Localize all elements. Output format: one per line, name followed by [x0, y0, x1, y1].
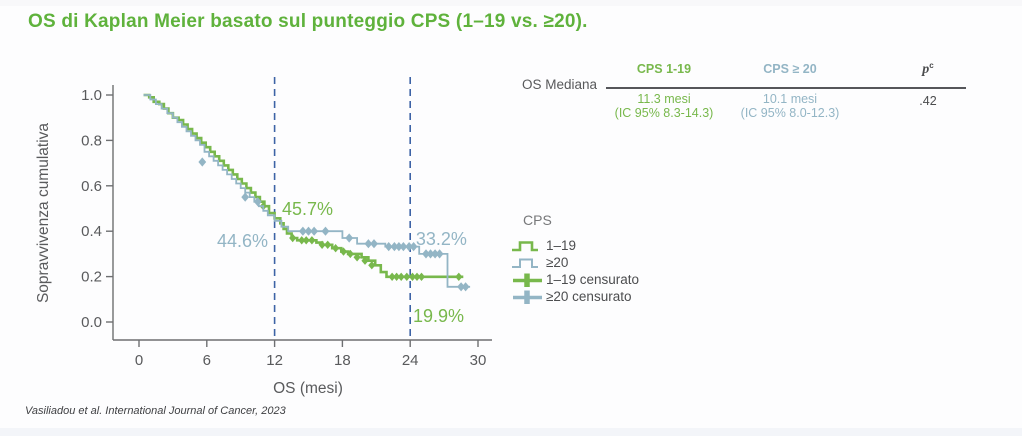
legend-item-label: ≥20 — [546, 255, 569, 270]
censor-mark — [431, 249, 439, 259]
ci-cps-ge-20: (IC 95% 8.0-12.3) — [740, 105, 840, 120]
legend-item-ge-20: ≥20 — [511, 254, 639, 271]
censor-mark — [346, 249, 354, 259]
censor-mark — [413, 272, 421, 281]
censor-mark — [340, 247, 348, 256]
censor-mark — [353, 253, 361, 262]
legend-item-label: 1–19 censurato — [546, 272, 640, 287]
censor-plus-icon — [513, 290, 542, 304]
table-row-label: OS Mediana — [522, 77, 598, 92]
page-title: OS di Kaplan Meier basato sul punteggio … — [28, 11, 588, 32]
x-axis-title: OS (mesi) — [273, 380, 343, 397]
ci-cps-1-19: (IC 95% 8.3-14.3) — [614, 105, 714, 120]
censor-mark — [455, 272, 463, 281]
legend-item-1-19: 1–19 — [511, 237, 639, 254]
x-tick-label: 6 — [203, 352, 211, 369]
y-tick-label: 0.4 — [81, 223, 102, 240]
table-cell-cps-1-19: 11.3 mesi (IC 95% 8.3-14.3) — [589, 92, 739, 120]
legend-title: CPS — [523, 212, 552, 228]
censor-mark — [393, 272, 401, 281]
legend-item-ge-20-censored: ≥20 censurato — [511, 288, 639, 305]
p-superscript: c — [929, 61, 934, 70]
censor-mark — [321, 226, 330, 236]
censor-marks-cps-1-19 — [259, 202, 463, 281]
annotation-33-2: 33.2% — [416, 229, 467, 249]
median-value-cps-1-19: 11.3 mesi — [637, 92, 691, 106]
censor-mark — [304, 226, 313, 236]
censor-mark — [384, 242, 393, 252]
x-tick-label: 18 — [334, 352, 351, 369]
x-tick-label: 12 — [266, 352, 283, 369]
censor-mark — [435, 249, 444, 259]
censor-mark — [461, 282, 470, 292]
censor-mark — [345, 233, 354, 243]
table-header-cps-1-19: CPS 1-19 — [636, 62, 692, 76]
censor-mark — [408, 272, 416, 281]
median-value-cps-ge-20: 10.1 mesi — [762, 92, 818, 106]
censor-mark — [364, 239, 373, 249]
km-curve-cps-20 — [143, 94, 471, 288]
censor-plus-icon — [513, 273, 542, 287]
censor-mark — [388, 272, 396, 281]
censor-mark — [318, 240, 326, 249]
censor-mark — [289, 233, 297, 243]
censor-mark — [298, 226, 307, 236]
legend-item-label: 1–19 — [546, 238, 577, 253]
legend: 1–19 ≥20 1–19 censurato ≥20 censurato — [511, 237, 639, 305]
legend-item-label: ≥20 censurato — [546, 289, 632, 304]
censor-mark — [390, 242, 399, 252]
x-tick-label: 30 — [470, 352, 487, 369]
annotation-19-9: 19.9% — [413, 306, 464, 326]
y-tick-label: 1.0 — [81, 87, 102, 104]
censor-mark — [368, 261, 376, 270]
censor-mark — [409, 242, 418, 252]
censor-mark — [426, 249, 435, 259]
table-rule — [606, 87, 966, 89]
censor-mark — [417, 272, 426, 281]
p-symbol: p — [922, 62, 930, 78]
censor-mark — [370, 239, 378, 249]
annotation-45-7: 45.7% — [282, 199, 333, 219]
line-step-icon — [512, 240, 538, 251]
censor-mark — [403, 272, 411, 281]
censor-mark — [241, 192, 250, 202]
censor-mark — [405, 242, 413, 252]
censor-mark — [198, 157, 207, 167]
x-tick-label: 24 — [402, 352, 419, 369]
censor-mark — [253, 197, 262, 207]
censor-mark — [310, 226, 319, 236]
y-axis-title: Sopravvivenza cumulativa — [35, 123, 52, 303]
table-cell-p-value: .42 — [919, 94, 937, 108]
censor-mark — [457, 282, 465, 292]
censor-marks-cps-20 — [198, 157, 470, 292]
censor-mark — [302, 236, 310, 245]
censor-mark — [324, 240, 332, 249]
censor-mark — [422, 249, 430, 259]
table-header-p: pc — [903, 61, 953, 78]
citation-footnote: Vasiliadou et al. International Journal … — [25, 405, 286, 417]
km-curve-cps-1-19 — [143, 93, 464, 279]
censor-mark — [399, 242, 408, 252]
y-tick-label: 0.0 — [81, 314, 102, 331]
table-header-cps-ge-20: CPS ≥ 20 — [763, 62, 817, 76]
table-cell-cps-ge-20: 10.1 mesi (IC 95% 8.0-12.3) — [715, 92, 865, 120]
km-plot: 0.0 0.2 0.4 0.6 0.8 1.0 0 6 12 18 24 30 Sopravvivenz… — [35, 77, 492, 397]
y-tick-label: 0.2 — [81, 269, 102, 286]
x-tick-label: 0 — [135, 352, 143, 369]
censor-mark — [308, 236, 316, 245]
y-tick-label: 0.6 — [81, 178, 102, 195]
bottom-edge-strip — [0, 428, 1022, 436]
censor-mark — [361, 256, 369, 265]
censor-mark — [397, 272, 405, 281]
censor-mark — [395, 242, 403, 252]
censor-mark — [332, 244, 340, 253]
legend-item-1-19-censored: 1–19 censurato — [511, 271, 639, 288]
y-tick-label: 0.8 — [81, 132, 102, 149]
line-step-icon — [512, 258, 538, 268]
top-edge-strip — [0, 0, 1022, 6]
censor-mark — [298, 236, 306, 245]
annotation-44-6: 44.6% — [217, 231, 268, 251]
